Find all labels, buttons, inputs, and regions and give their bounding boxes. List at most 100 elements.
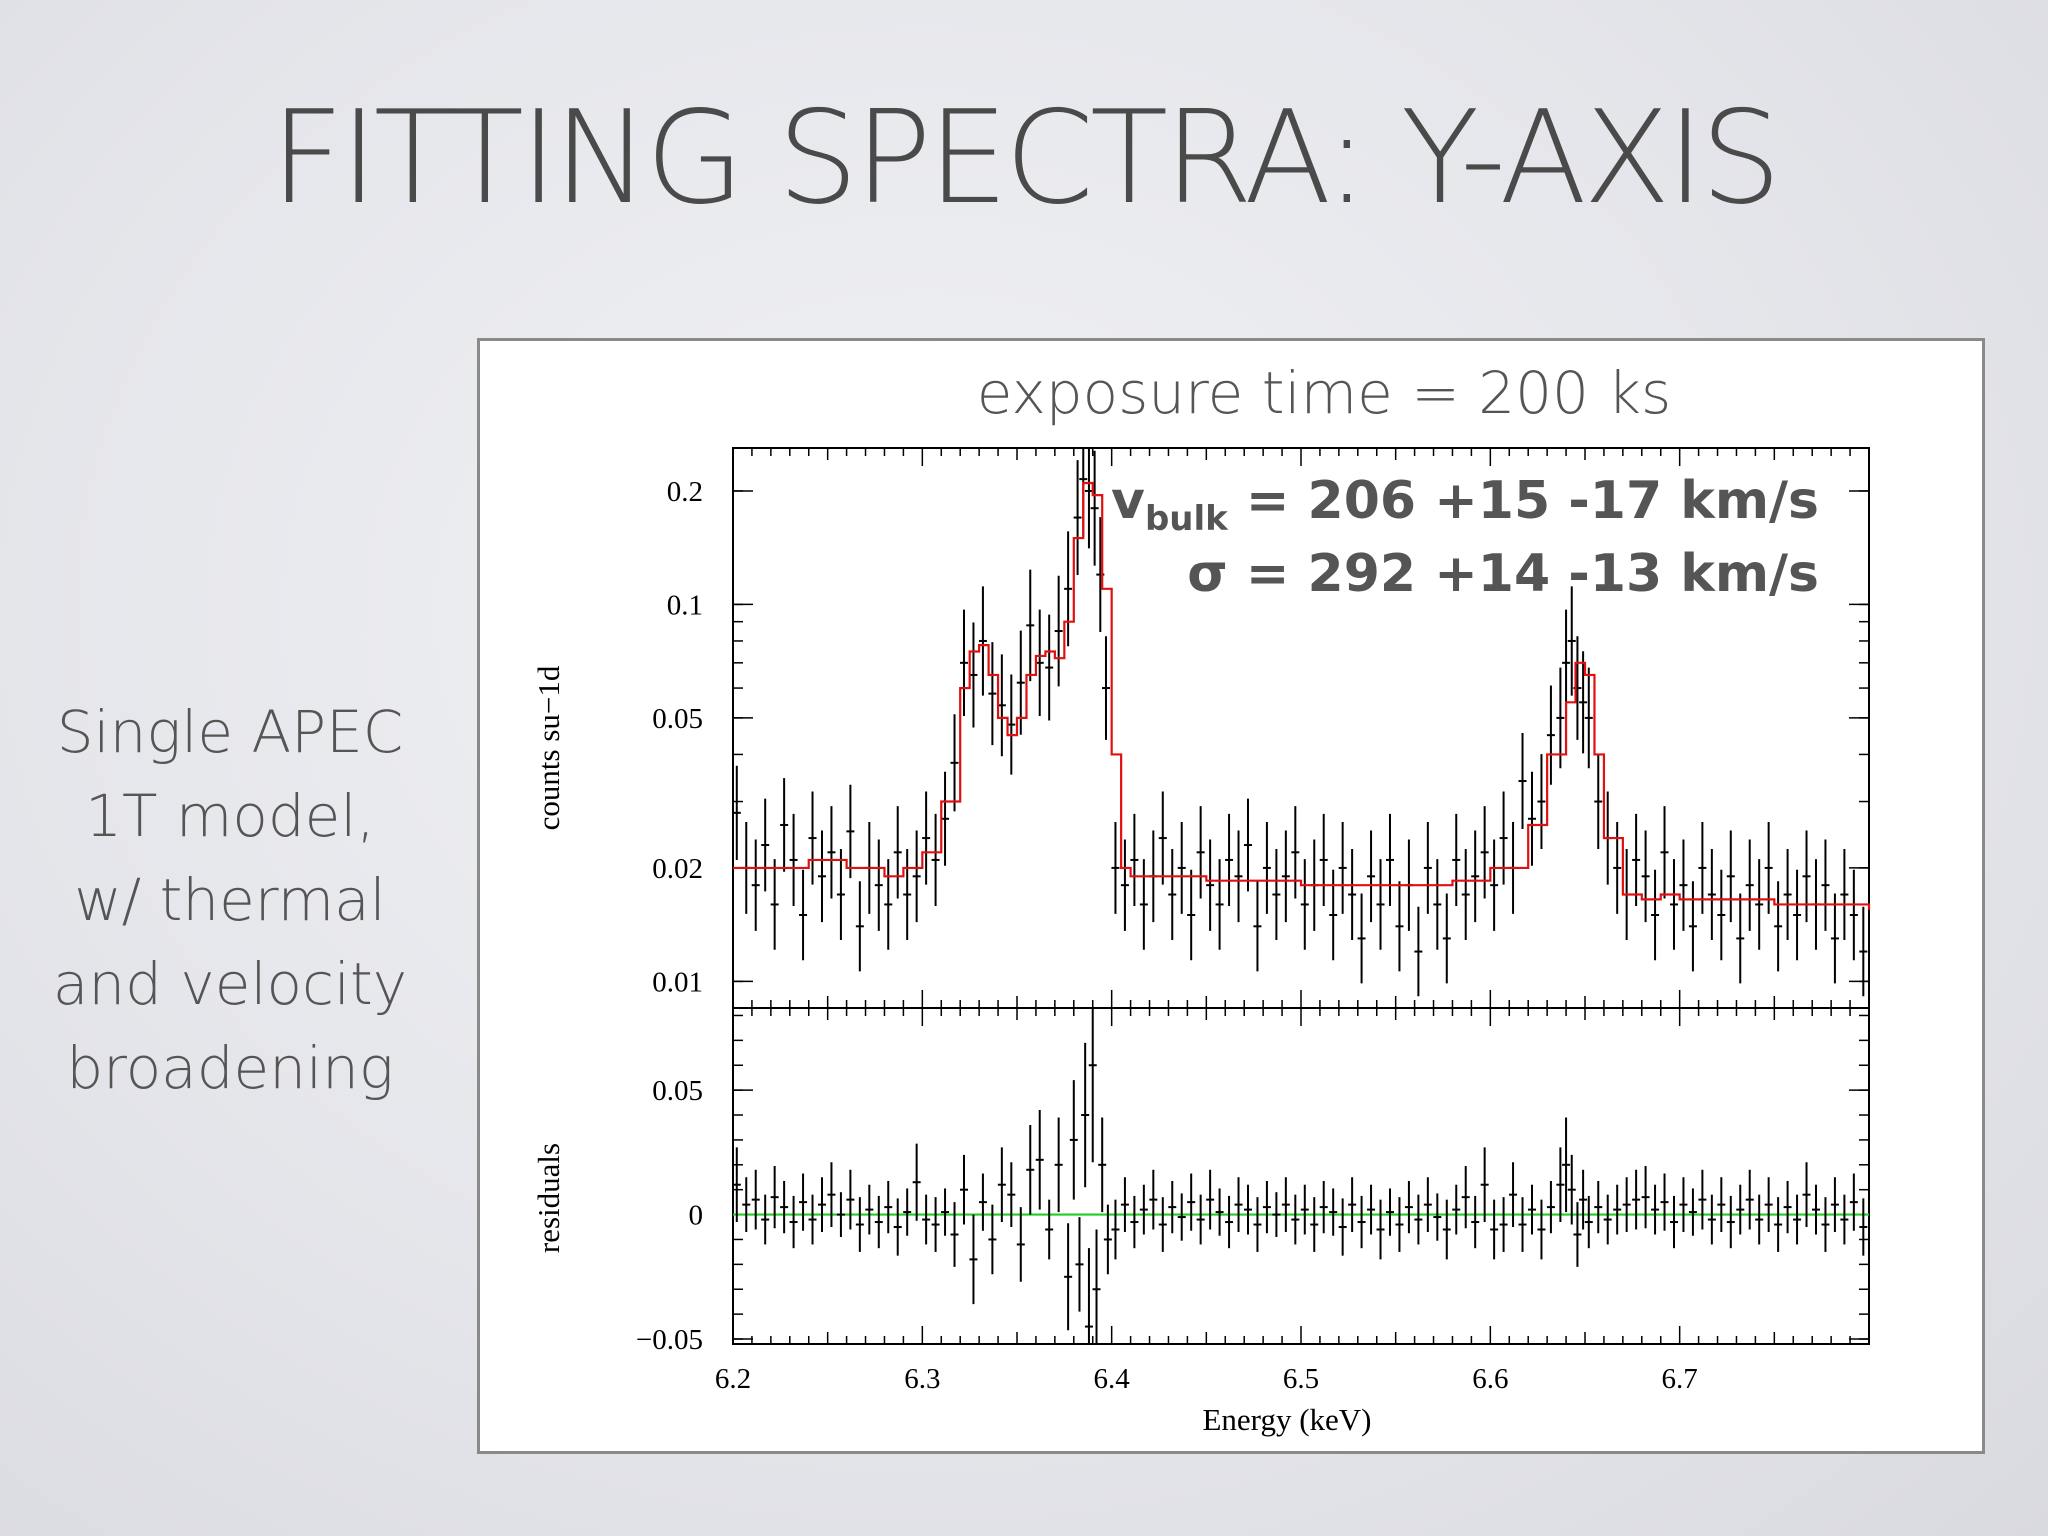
data-point	[1717, 869, 1726, 961]
data-point	[1783, 849, 1792, 941]
residual-point	[1556, 1147, 1565, 1223]
side-text-line: w/ thermal	[74, 866, 386, 934]
y-tick-label: 0.02	[652, 853, 703, 885]
data-point	[884, 859, 893, 950]
model-line	[733, 481, 1871, 910]
data-point	[780, 778, 789, 872]
residual-point	[1423, 1177, 1432, 1232]
residual-point	[1026, 1124, 1035, 1215]
residual-point	[1452, 1184, 1461, 1235]
residual-point	[1594, 1180, 1603, 1234]
data-point	[1395, 881, 1404, 972]
data-point	[1026, 569, 1035, 682]
data-point	[846, 784, 855, 879]
data-point	[1234, 830, 1243, 923]
residual-point	[1546, 1180, 1555, 1234]
data-point	[1064, 531, 1073, 647]
residual-point	[1272, 1192, 1281, 1237]
residual-point	[1717, 1177, 1726, 1232]
residual-point	[836, 1192, 845, 1237]
residual-point	[855, 1197, 864, 1252]
residual-point	[770, 1166, 779, 1229]
data-point	[1802, 830, 1811, 923]
residual-point	[817, 1177, 826, 1232]
data-point	[1139, 859, 1148, 950]
residual-point	[1584, 1195, 1593, 1249]
residual-point	[1603, 1194, 1612, 1245]
residual-point	[969, 1214, 978, 1305]
residual-point	[1357, 1195, 1366, 1249]
data-point	[1527, 771, 1536, 866]
data-point	[1452, 813, 1461, 907]
data-point	[1423, 821, 1432, 914]
x-tick-label: 6.2	[715, 1363, 751, 1395]
data-point	[1225, 813, 1234, 907]
data-point	[1177, 821, 1186, 914]
x-tick-label: 6.7	[1662, 1363, 1698, 1395]
residual-point	[1187, 1173, 1196, 1231]
residual-point	[1783, 1180, 1792, 1234]
data-point	[855, 881, 864, 972]
data-point	[978, 586, 987, 696]
data-point	[988, 642, 997, 746]
residual-point	[1562, 1117, 1571, 1213]
residual-point	[1518, 1197, 1527, 1252]
residual-point	[1736, 1184, 1745, 1235]
residual-point	[1092, 1229, 1101, 1344]
chart-title: exposure time = 200 ks	[977, 359, 1671, 427]
residual-point	[1821, 1197, 1830, 1252]
data-point	[1338, 821, 1347, 914]
side-text-line: Single APEC	[56, 698, 404, 766]
residual-point	[1376, 1199, 1385, 1260]
residual-point	[1103, 1204, 1112, 1275]
residual-point	[1045, 1199, 1054, 1260]
data-point	[1518, 733, 1527, 830]
data-point	[1243, 798, 1252, 892]
residual-point	[1849, 1173, 1858, 1231]
data-point	[1281, 830, 1290, 923]
residual-point	[1442, 1199, 1451, 1260]
residual-point	[1811, 1184, 1820, 1235]
residual-point	[1120, 1177, 1129, 1232]
residual-point	[1098, 1117, 1107, 1213]
residual-point	[884, 1180, 893, 1234]
data-point	[1007, 674, 1016, 775]
residual-point	[1281, 1177, 1290, 1232]
residual-point	[1262, 1180, 1271, 1234]
data-point	[1688, 881, 1697, 972]
data-point	[1187, 869, 1196, 961]
data-point	[1736, 893, 1745, 984]
residual-point	[1130, 1195, 1139, 1249]
data-point	[1594, 754, 1603, 849]
residual-point	[1158, 1197, 1167, 1252]
data-point	[761, 798, 770, 892]
data-point	[931, 813, 940, 907]
y-axis-label-bottom: residuals	[531, 1143, 566, 1253]
data-point	[1793, 869, 1802, 961]
y-tick-label: 0.1	[667, 589, 703, 621]
y-tick-label: 0.05	[652, 703, 703, 735]
data-point	[1130, 813, 1139, 907]
data-point	[1546, 685, 1555, 785]
data-point	[1376, 859, 1385, 950]
data-point	[1499, 791, 1508, 885]
residual-point	[1840, 1194, 1849, 1245]
residual-point	[997, 1147, 1006, 1223]
data-point	[1774, 881, 1783, 972]
residual-point	[1499, 1197, 1508, 1252]
data-point	[997, 654, 1006, 757]
residual-point	[1613, 1184, 1622, 1235]
residual-point	[827, 1162, 836, 1228]
residual-point	[1726, 1195, 1735, 1249]
data-point	[1707, 849, 1716, 941]
residual-point	[1319, 1180, 1328, 1234]
data-point	[1433, 859, 1442, 950]
data-point	[1120, 839, 1129, 931]
x-tick-labels: 6.2 6.3 6.4 6.5 6.6 6.7	[715, 1363, 1698, 1395]
x-tick-label: 6.3	[904, 1363, 940, 1395]
residual-point	[1433, 1193, 1442, 1241]
side-text-line: and velocity	[52, 950, 408, 1018]
residual-point	[1579, 1169, 1588, 1230]
data-point	[1158, 791, 1167, 885]
residual-point	[1075, 1217, 1084, 1312]
